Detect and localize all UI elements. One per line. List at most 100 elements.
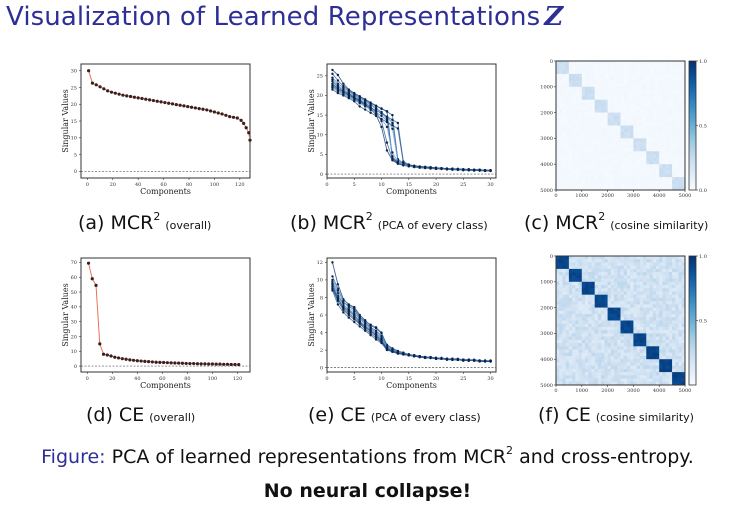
data-point [445, 167, 449, 171]
heatmap-cell [681, 73, 686, 78]
heatmap-cell [681, 119, 686, 123]
heatmap-cell [597, 352, 602, 357]
heatmap-cell [623, 381, 628, 386]
heatmap-cell [562, 164, 566, 168]
heatmap-cell [623, 314, 628, 318]
data-point [440, 167, 443, 170]
heatmap-cell [565, 339, 570, 344]
data-point [363, 329, 367, 332]
heatmap-cell [639, 167, 644, 171]
heatmap-cell [604, 67, 608, 71]
heatmap-cell [568, 64, 573, 68]
heatmap-cell [636, 359, 641, 363]
heatmap-cell [649, 67, 654, 71]
heatmap-cell [668, 99, 673, 104]
heatmap-cell [610, 336, 615, 341]
heatmap-cell [643, 326, 647, 331]
heatmap-cell [659, 73, 663, 78]
heatmap-cell [594, 333, 599, 337]
heatmap-cell [646, 381, 650, 386]
heatmap-cell [652, 64, 657, 68]
heatmap-diagonal-block [626, 135, 631, 139]
heatmap-cell [601, 307, 605, 312]
data-point [391, 124, 394, 127]
heatmap-cell [572, 177, 576, 181]
heatmap-cell [643, 64, 647, 68]
heatmap-cell [610, 167, 615, 171]
heatmap-cell [585, 365, 589, 370]
heatmap-cell [636, 119, 641, 123]
heatmap-cell [604, 262, 608, 266]
heatmap-cell [649, 333, 654, 337]
heatmap-cell [562, 177, 566, 181]
heatmap-cell [588, 109, 592, 113]
heatmap-cell [572, 285, 576, 289]
heatmap-cell [630, 86, 634, 91]
heatmap-cell [604, 70, 608, 75]
heatmap-cell [643, 80, 647, 84]
heatmap-cell [662, 275, 666, 279]
heatmap-cell [617, 343, 621, 347]
heatmap-cell [588, 186, 592, 191]
heatmap-cell [659, 125, 663, 130]
heatmap-cell [668, 138, 673, 142]
heatmap-cell [610, 265, 615, 270]
heatmap-cell [620, 336, 625, 341]
heatmap-cell [556, 119, 560, 123]
heatmap-cell [623, 70, 628, 75]
heatmap-diagonal-block [578, 73, 583, 78]
heatmap-diagonal-block [652, 352, 657, 357]
data-point [347, 97, 351, 100]
heatmap-cell [636, 115, 641, 120]
heatmap-cell [572, 125, 576, 130]
heatmap-cell [568, 115, 573, 120]
heatmap-cell [562, 99, 566, 104]
heatmap-diagonal-block [614, 314, 618, 318]
heatmap-cell [668, 278, 673, 283]
heatmap-cell [617, 281, 621, 286]
y-tick-label: 30 [71, 319, 77, 325]
heatmap-cell [597, 268, 602, 273]
heatmap-cell [626, 362, 631, 366]
data-point [192, 361, 196, 366]
heatmap-cell [578, 330, 583, 334]
heatmap-diagonal-block [588, 288, 592, 292]
data-point [336, 303, 340, 306]
heatmap-cell [575, 291, 579, 295]
heatmap-cell [626, 285, 631, 289]
heatmap-cell [614, 167, 618, 171]
heatmap-cell [568, 157, 573, 162]
heatmap-cell [565, 285, 570, 289]
heatmap-cell [581, 67, 586, 71]
y-tick-label: 2000 [540, 110, 553, 116]
heatmap-cell [672, 144, 676, 149]
data-point [418, 355, 421, 358]
heatmap-cell [678, 128, 683, 133]
heatmap-cell [594, 362, 599, 366]
heatmap-diagonal-block [678, 180, 683, 184]
data-point [140, 96, 144, 101]
heatmap-cell [626, 102, 631, 107]
heatmap-cell [649, 177, 654, 181]
heatmap-cell [665, 294, 670, 299]
heatmap-cell [575, 99, 579, 104]
heatmap-cell [565, 317, 570, 321]
heatmap-cell [591, 177, 595, 181]
heatmap-cell [675, 138, 679, 142]
heatmap-cell [556, 151, 560, 155]
heatmap-cell [559, 372, 563, 376]
chart-ce-cosine-similarity: 0 1000 2000 3000 4000 50000100020003000400050… [540, 254, 707, 394]
heatmap-cell [659, 83, 663, 88]
heatmap-cell [572, 304, 576, 308]
heatmap-frame [555, 60, 686, 191]
heatmap-diagonal-block [572, 80, 576, 84]
heatmap-cell [572, 170, 576, 175]
heatmap-cell [626, 77, 631, 81]
heatmap-cell [623, 268, 628, 273]
heatmap-cell [601, 154, 605, 159]
heatmap-cell [636, 326, 641, 331]
heatmap-cell [568, 106, 573, 110]
heatmap-diagonal-block [578, 278, 583, 283]
heatmap-cell [604, 96, 608, 100]
x-tick-label: 20 [109, 376, 115, 382]
